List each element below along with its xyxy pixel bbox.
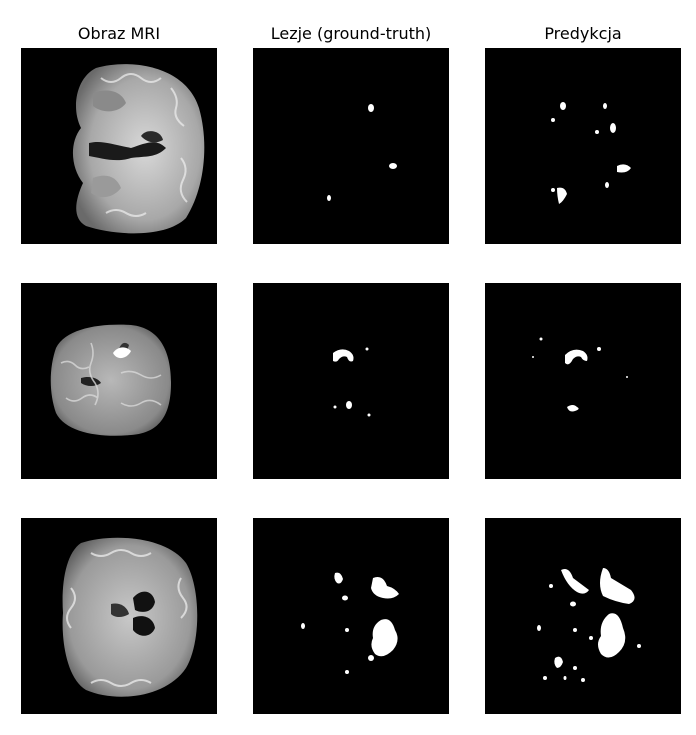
- column-title-mri: Obraz MRI: [77, 24, 161, 43]
- ground-truth-mask-row-3: [253, 518, 449, 714]
- prediction-mask-row-3: [485, 518, 681, 714]
- ground-truth-mask-row-1: [253, 48, 449, 244]
- ground-truth-mask-row-2: [253, 283, 449, 479]
- mri-image-row-1: [21, 48, 217, 244]
- mri-image-row-3: [21, 518, 217, 714]
- column-title-ground-truth: Lezje (ground-truth): [270, 24, 432, 43]
- column-title-prediction: Predykcja: [544, 24, 622, 43]
- prediction-mask-row-1: [485, 48, 681, 244]
- prediction-mask-row-2: [485, 283, 681, 479]
- mri-image-row-2: [21, 283, 217, 479]
